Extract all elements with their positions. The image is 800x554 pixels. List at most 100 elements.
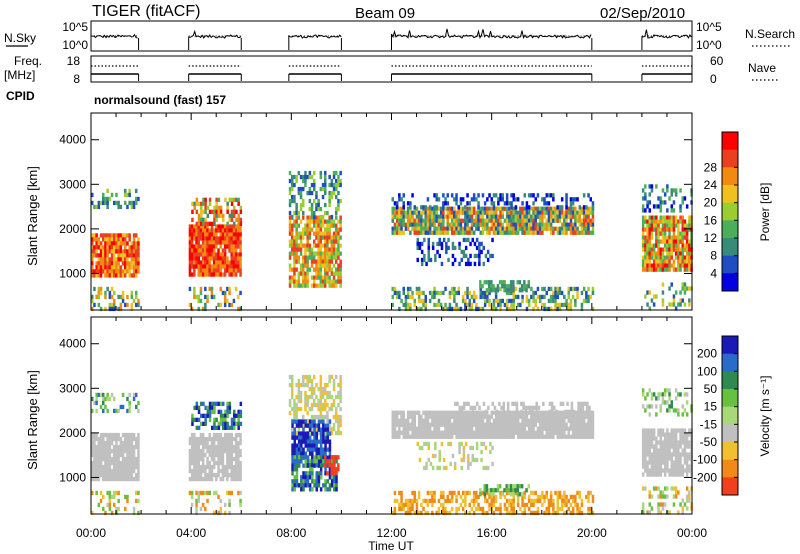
power-cell [228,290,231,296]
velocity-cell [446,418,449,423]
power-cell [117,306,120,312]
power-cell [648,231,651,236]
power-cell [426,222,430,227]
power-cell [395,230,399,235]
power-cell [492,230,496,235]
power-cell [481,222,485,227]
power-cell [558,226,562,231]
power-cell [657,204,660,209]
power-cell [188,232,192,237]
velocity-cell [326,382,329,388]
power-cell [685,247,689,252]
power-cell [486,290,489,296]
power-cell [217,272,220,277]
power-cell [137,241,140,246]
power-cell [468,306,471,312]
velocity-cell [193,472,196,478]
power-cell [223,248,227,253]
velocity-cell [113,490,116,496]
velocity-cell [337,422,340,428]
velocity-cell [322,483,325,488]
power-cell [446,230,449,235]
power-cell [494,306,498,312]
velocity-cell [472,418,476,423]
power-cell [514,230,518,235]
power-cell [115,233,118,238]
power-cell [501,226,504,231]
velocity-cell [335,406,338,412]
velocity-cell [302,455,305,460]
power-cell [648,263,651,268]
power-cell [293,271,296,276]
power-cell [420,218,423,223]
power-cell [137,269,140,274]
velocity-cell [494,414,498,419]
colorbar-tick-label: 8 [710,249,717,263]
power-cell [532,222,535,227]
power-cell [398,210,401,215]
velocity-cell [91,408,94,414]
range-tick-label: 2000 [59,222,86,236]
velocity-cell [193,476,196,482]
velocity-cell [102,472,105,478]
colorbar-swatch [722,238,738,257]
power-cell [110,233,114,238]
power-cell [565,197,568,202]
velocity-cell [482,441,485,447]
power-cell [124,188,127,194]
power-cell [197,268,200,273]
power-cell [195,240,198,245]
velocity-cell [435,510,438,516]
velocity-cell [291,487,294,492]
velocity-cell [521,426,524,431]
power-cell [431,245,435,251]
power-cell [208,201,212,206]
velocity-cell [328,443,332,448]
velocity-cell [502,409,505,414]
power-cell [199,248,203,253]
power-cell [558,214,562,219]
power-cell [679,204,682,209]
power-cell [219,228,222,233]
velocity-cell [501,414,504,419]
power-cell [337,243,340,248]
velocity-cell [228,444,231,450]
power-cell [563,230,566,235]
power-cell [304,283,307,288]
velocity-cell [560,430,564,435]
velocity-cell [115,490,118,496]
velocity-cell [411,434,414,439]
power-cell [226,221,229,226]
velocity-cell [97,472,101,478]
power-cell [110,192,114,198]
power-cell [126,257,129,262]
power-cell [324,283,327,288]
velocity-cell [297,443,301,448]
velocity-cell [420,430,423,435]
velocity-cell [108,460,112,466]
velocity-cell [224,417,227,422]
velocity-cell [328,431,332,436]
velocity-cell [523,510,526,516]
velocity-cell [117,460,120,466]
velocity-cell [585,430,588,435]
power-cell [508,230,511,235]
power-cell [137,302,140,308]
velocity-cell [480,457,483,463]
velocity-cell [461,498,465,504]
power-cell [578,214,581,219]
velocity-cell [481,410,485,415]
power-cell [406,214,410,219]
velocity-cell [308,419,312,424]
velocity-cell [400,490,403,496]
velocity-cell [199,440,203,446]
power-cell [591,201,595,206]
power-cell [492,193,496,198]
velocity-cell [313,439,316,444]
power-cell [237,217,240,222]
power-cell [93,249,96,254]
power-cell [479,222,482,227]
power-cell [128,188,131,194]
velocity-cell [442,414,445,419]
power-cell [226,240,229,245]
